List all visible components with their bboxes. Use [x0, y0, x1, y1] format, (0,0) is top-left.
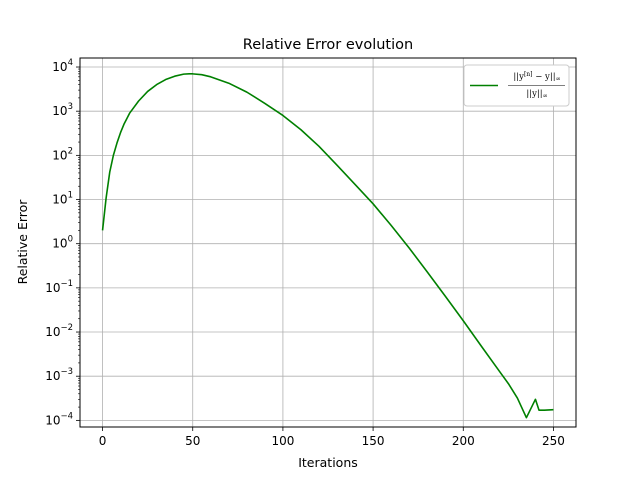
y-tick-label: 10−2	[45, 323, 73, 339]
y-axis-label: Relative Error	[15, 199, 30, 285]
legend-numerator: ||y[n] − y||∞	[513, 71, 560, 83]
grid-lines	[80, 58, 576, 427]
x-tick-label: 0	[99, 434, 107, 448]
x-axis-label: Iterations	[298, 455, 358, 470]
y-tick-label: 104	[52, 58, 73, 74]
series-layer	[101, 73, 554, 419]
x-tick-label: 250	[542, 434, 565, 448]
y-tick-label: 103	[52, 102, 73, 118]
x-tick-label: 50	[185, 434, 200, 448]
x-tick-label: 100	[271, 434, 294, 448]
chart-title: Relative Error evolution	[243, 37, 413, 53]
x-tick-label: 150	[362, 434, 385, 448]
y-tick-label: 10−1	[45, 279, 73, 295]
legend-denominator: ||y||∞	[526, 89, 547, 100]
y-tick-label: 100	[52, 235, 73, 251]
y-tick-label: 102	[52, 146, 73, 162]
y-tick-label: 10−3	[45, 367, 73, 383]
y-tick-label: 10−4	[45, 411, 73, 427]
y-tick-label: 101	[52, 191, 73, 207]
x-axis-ticks: 0 50 100 150 200 250	[99, 427, 565, 448]
legend: ||y[n] − y||∞ ||y||∞	[463, 64, 570, 107]
series-line	[101, 73, 554, 419]
y-axis-ticks: 104 103 102 101 100 10−1 10−2 10−3 10−4	[45, 58, 80, 427]
x-tick-label: 200	[452, 434, 475, 448]
plot-area-frame	[79, 57, 577, 428]
